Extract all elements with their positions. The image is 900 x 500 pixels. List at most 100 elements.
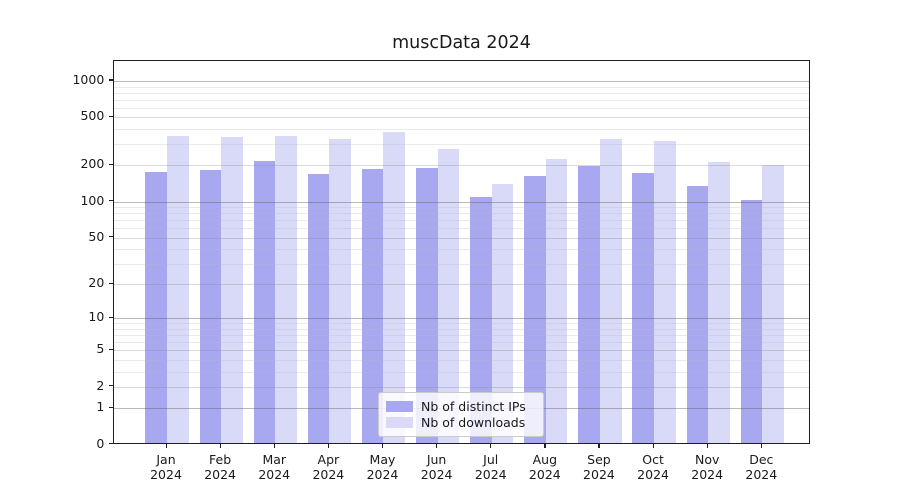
bar-distinct-ips-dec bbox=[740, 200, 763, 444]
bar-distinct-ips-jul bbox=[470, 197, 492, 444]
x-tick-mark bbox=[760, 443, 762, 448]
y-tick-mark bbox=[108, 200, 113, 202]
y-tick-mark bbox=[108, 115, 113, 118]
x-tick-mark bbox=[273, 443, 275, 448]
bar-distinct-ips-mar bbox=[253, 161, 276, 444]
x-tick-mark bbox=[165, 443, 167, 448]
x-tick-label-nov: Nov 2024 bbox=[691, 451, 724, 482]
y-tick-label-200: 200 bbox=[80, 156, 105, 172]
y-gridline bbox=[114, 117, 809, 119]
y-gridline bbox=[114, 237, 809, 239]
y-gridline-minor bbox=[114, 359, 809, 361]
y-gridline-minor bbox=[114, 92, 809, 94]
y-gridline-minor bbox=[114, 207, 809, 209]
y-tick-label-1: 1 bbox=[96, 399, 105, 415]
bar-distinct-ips-may bbox=[361, 169, 384, 444]
bar-downloads-oct bbox=[654, 140, 676, 444]
y-gridline bbox=[114, 284, 809, 286]
bar-downloads-mar bbox=[275, 135, 297, 444]
y-gridline-minor bbox=[114, 129, 809, 131]
x-tick-mark bbox=[381, 443, 384, 448]
y-gridline-minor bbox=[114, 323, 809, 325]
bar-downloads-feb bbox=[221, 137, 243, 444]
y-gridline-minor bbox=[114, 228, 809, 230]
y-gridline-minor bbox=[114, 99, 809, 101]
y-tick-label-1000: 1000 bbox=[72, 71, 105, 87]
bar-distinct-ips-nov bbox=[686, 186, 709, 444]
y-gridline bbox=[114, 318, 809, 320]
y-tick-mark bbox=[108, 316, 113, 319]
legend-item-distinct-ips: Nb of distinct IPs bbox=[386, 399, 535, 414]
x-tick-label-feb: Feb 2024 bbox=[204, 451, 237, 482]
chart-title: muscData 2024 bbox=[392, 33, 531, 53]
y-tick-label-100: 100 bbox=[80, 192, 105, 208]
x-tick-label-jun: Jun 2024 bbox=[420, 451, 453, 482]
x-tick-mark bbox=[544, 443, 546, 448]
x-tick-mark bbox=[327, 443, 330, 448]
x-tick-label-apr: Apr 2024 bbox=[312, 451, 345, 482]
x-tick-label-dec: Dec 2024 bbox=[745, 451, 778, 482]
bar-downloads-may bbox=[383, 131, 406, 444]
y-tick-label-5: 5 bbox=[96, 341, 105, 357]
y-gridline bbox=[114, 386, 809, 388]
y-tick-label-20: 20 bbox=[88, 275, 105, 291]
y-gridline-minor bbox=[114, 263, 809, 265]
y-tick-label-10: 10 bbox=[88, 309, 105, 325]
y-gridline-minor bbox=[114, 249, 809, 251]
y-tick-mark bbox=[108, 348, 113, 350]
y-gridline-minor bbox=[114, 107, 809, 109]
y-gridline-minor bbox=[114, 342, 809, 344]
y-tick-mark bbox=[108, 385, 113, 387]
x-tick-label-may: May 2024 bbox=[366, 451, 399, 482]
y-tick-mark bbox=[108, 282, 113, 284]
x-tick-mark bbox=[219, 443, 221, 448]
legend-swatch-downloads bbox=[386, 417, 413, 428]
y-gridline-minor bbox=[114, 220, 809, 222]
y-tick-mark bbox=[108, 406, 113, 408]
x-tick-mark bbox=[598, 443, 600, 448]
bar-downloads-sep bbox=[599, 139, 622, 444]
x-tick-label-jan: Jan 2024 bbox=[150, 451, 182, 482]
y-tick-mark bbox=[108, 79, 113, 81]
y-gridline bbox=[114, 80, 809, 82]
bar-distinct-ips-feb bbox=[199, 169, 222, 444]
y-gridline bbox=[114, 201, 809, 203]
y-gridline-minor bbox=[114, 335, 809, 337]
bar-distinct-ips-oct bbox=[632, 173, 655, 444]
bar-downloads-jan bbox=[166, 135, 189, 444]
x-tick-label-mar: Mar 2024 bbox=[258, 451, 291, 482]
y-tick-mark bbox=[108, 163, 113, 166]
bar-downloads-apr bbox=[329, 139, 351, 444]
legend: Nb of distinct IPs Nb of downloads bbox=[378, 392, 544, 437]
bar-distinct-ips-aug bbox=[524, 175, 546, 444]
x-tick-mark bbox=[490, 443, 492, 448]
y-gridline-minor bbox=[114, 213, 809, 215]
x-tick-label-jul: Jul 2024 bbox=[474, 451, 507, 482]
y-tick-label-0: 0 bbox=[96, 435, 105, 451]
y-gridline-minor bbox=[114, 144, 809, 146]
y-gridline-minor bbox=[114, 371, 809, 373]
plot-area bbox=[113, 60, 810, 444]
y-gridline-minor bbox=[114, 86, 809, 88]
y-tick-label-50: 50 bbox=[88, 228, 105, 244]
bar-downloads-aug bbox=[545, 158, 568, 444]
legend-swatch-distinct-ips bbox=[386, 401, 413, 412]
x-tick-mark bbox=[652, 443, 654, 448]
bar-downloads-jul bbox=[491, 183, 514, 444]
bar-distinct-ips-sep bbox=[578, 165, 600, 444]
legend-item-downloads: Nb of downloads bbox=[386, 415, 535, 430]
bar-distinct-ips-jan bbox=[145, 172, 167, 444]
x-tick-mark bbox=[706, 443, 708, 448]
y-gridline bbox=[114, 350, 809, 352]
legend-label-downloads: Nb of downloads bbox=[421, 415, 526, 430]
y-tick-label-500: 500 bbox=[80, 108, 105, 124]
x-tick-label-oct: Oct 2024 bbox=[637, 451, 669, 482]
x-tick-mark bbox=[436, 443, 438, 448]
legend-label-distinct-ips: Nb of distinct IPs bbox=[421, 399, 526, 414]
x-tick-label-aug: Aug 2024 bbox=[528, 451, 561, 482]
bar-distinct-ips-apr bbox=[307, 173, 330, 444]
bar-distinct-ips-jun bbox=[415, 167, 438, 444]
y-tick-mark bbox=[108, 236, 113, 238]
bar-downloads-dec bbox=[762, 164, 784, 444]
